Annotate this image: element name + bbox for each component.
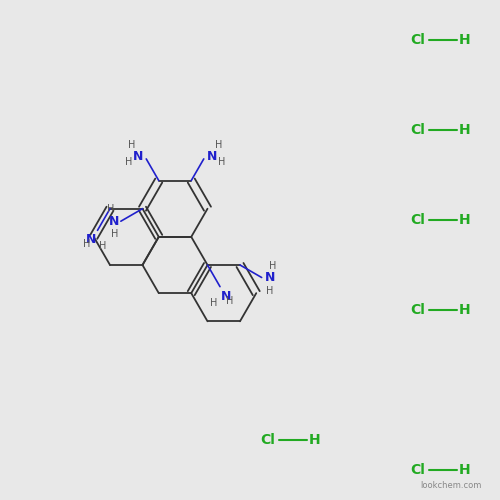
- Text: H: H: [218, 157, 225, 167]
- Text: H: H: [128, 140, 135, 150]
- Text: N: N: [264, 271, 275, 284]
- Text: Cl: Cl: [410, 33, 425, 47]
- Text: H: H: [111, 229, 118, 239]
- Text: Cl: Cl: [410, 463, 425, 477]
- Text: H: H: [459, 123, 470, 137]
- Text: Cl: Cl: [410, 303, 425, 317]
- Text: H: H: [125, 157, 132, 167]
- Text: N: N: [221, 290, 232, 302]
- Text: N: N: [108, 214, 119, 228]
- Text: H: H: [226, 296, 234, 306]
- Text: H: H: [215, 140, 222, 150]
- Text: lookchem.com: lookchem.com: [420, 481, 482, 490]
- Text: N: N: [133, 150, 143, 164]
- Text: N: N: [86, 233, 97, 246]
- Text: N: N: [207, 150, 217, 164]
- Text: H: H: [459, 213, 470, 227]
- Text: H: H: [268, 260, 276, 270]
- Text: Cl: Cl: [410, 123, 425, 137]
- Text: H: H: [210, 298, 217, 308]
- Text: H: H: [459, 463, 470, 477]
- Text: H: H: [266, 286, 273, 296]
- Text: H: H: [309, 433, 320, 447]
- Text: Cl: Cl: [410, 213, 425, 227]
- Text: Cl: Cl: [260, 433, 275, 447]
- Text: H: H: [108, 204, 115, 214]
- Text: H: H: [98, 242, 106, 252]
- Text: H: H: [459, 303, 470, 317]
- Text: H: H: [459, 33, 470, 47]
- Text: H: H: [83, 240, 90, 250]
